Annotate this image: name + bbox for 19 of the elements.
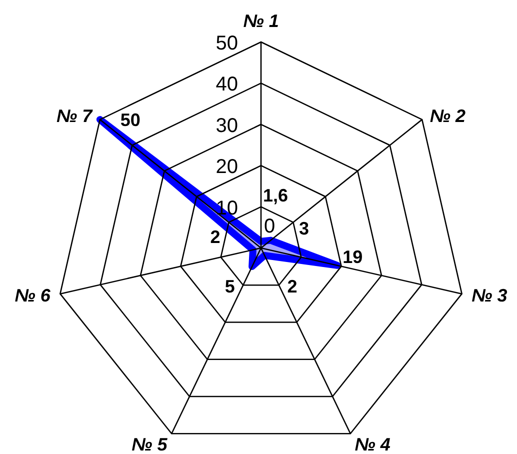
spoke-label: № 6 [14,286,52,306]
spoke-label: № 7 [56,106,94,126]
spoke-label: № 4 [354,434,390,454]
data-label: 50 [120,110,140,130]
y-tick-label: 20 [216,156,238,178]
y-tick-label: 50 [216,32,238,55]
data-label: 1,6 [263,186,288,206]
y-tick-label: 40 [216,74,238,96]
data-label: 5 [224,276,235,296]
spoke-label: № 2 [430,106,466,126]
spoke-label: № 1 [243,10,279,31]
spoke-label: № 5 [132,434,168,454]
data-label: 2 [287,276,298,297]
spoke-label: № 3 [472,286,508,306]
y-tick-label: 0 [264,216,276,238]
data-label: 3 [299,218,310,239]
y-tick-label: 30 [216,114,238,137]
data-label: 19 [342,246,363,267]
data-label: 2 [210,227,220,248]
